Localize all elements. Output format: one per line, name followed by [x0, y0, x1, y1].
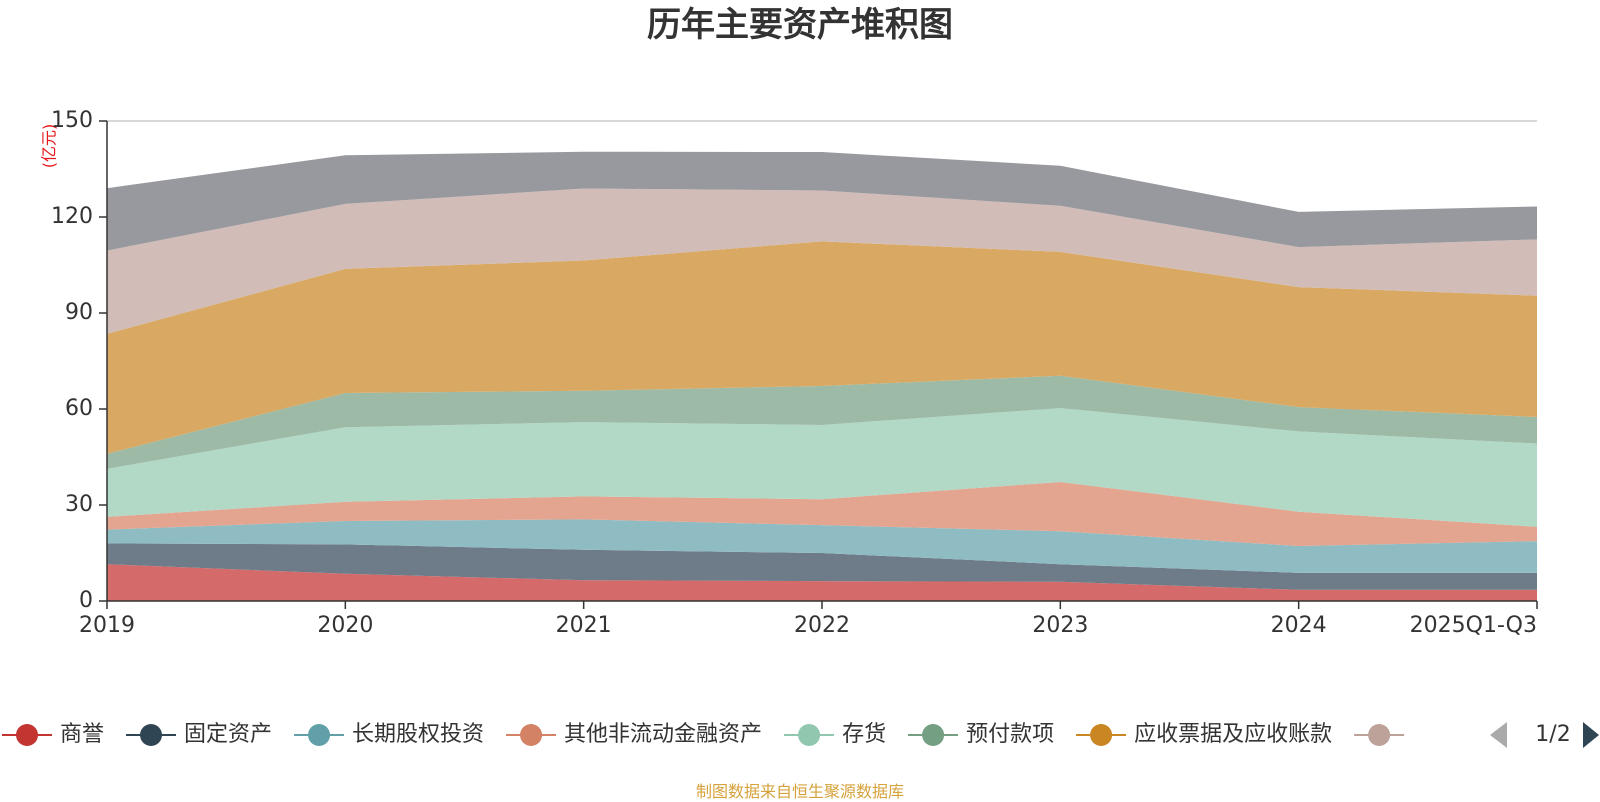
legend-item-6[interactable]: 预付款项 [908, 722, 1054, 747]
legend-circle-marker [1090, 724, 1113, 746]
legend-circle-marker [1368, 724, 1391, 746]
area-series-1[interactable] [107, 564, 1537, 601]
area-series-4[interactable] [107, 481, 1537, 546]
legend-label: 固定资产 [184, 722, 272, 747]
legend-page-indicator: 1/2 [1535, 722, 1570, 747]
area-series-6[interactable] [107, 375, 1537, 469]
legend-label: 应收票据及应收账款 [1134, 722, 1332, 747]
y-tick-label: 0 [79, 588, 93, 613]
legend-item-8[interactable] [1354, 724, 1405, 746]
y-axis-unit-label: (亿元) [40, 124, 59, 169]
y-tick-label: 120 [51, 204, 93, 229]
legend-circle-marker [520, 724, 543, 746]
prev-page-arrow-icon[interactable] [1490, 722, 1507, 748]
area-series-group [107, 151, 1537, 601]
area-series-8[interactable] [107, 188, 1537, 334]
y-tick-label: 150 [51, 108, 93, 133]
legend-label: 商誉 [60, 722, 104, 747]
legend-label: 存货 [842, 722, 886, 747]
legend-circle-marker [308, 724, 331, 746]
x-tick-label: 2020 [317, 613, 373, 638]
area-series-5[interactable] [107, 408, 1537, 527]
chart-title: 历年主要资产堆积图 [647, 5, 953, 45]
legend-circle-marker [798, 724, 821, 746]
legend-circle-marker [16, 724, 38, 746]
legend-item-3[interactable]: 长期股权投资 [294, 722, 484, 747]
legend-pager: 1/2 [1490, 722, 1599, 748]
axes: 0 30 60 90 120 150 2019 2020 2021 2022 2023 2024 202… [51, 108, 1538, 638]
y-tick-label: 90 [65, 300, 93, 325]
legend-label: 其他非流动金融资产 [564, 722, 762, 747]
y-tick-label: 60 [65, 396, 93, 421]
x-tick-label: 2022 [794, 613, 850, 638]
legend-item-4[interactable]: 其他非流动金融资产 [506, 722, 762, 747]
legend-circle-marker [140, 724, 163, 746]
x-tick-label: 2025Q1-Q3 [1410, 613, 1537, 638]
area-series-3[interactable] [107, 519, 1537, 573]
legend-label: 长期股权投资 [352, 722, 484, 747]
area-series-2[interactable] [107, 543, 1537, 590]
legend-item-5[interactable]: 存货 [784, 722, 886, 747]
legend-label: 预付款项 [966, 722, 1054, 747]
y-tick-label: 30 [65, 492, 93, 517]
legend-item-2[interactable]: 固定资产 [126, 722, 272, 747]
x-tick-label: 2024 [1271, 613, 1327, 638]
legend-circle-marker [922, 724, 945, 746]
legend-item-7[interactable]: 应收票据及应收账款 [1076, 722, 1332, 747]
legend-item-1[interactable]: 商誉 [2, 722, 104, 747]
area-series-9[interactable] [107, 151, 1537, 251]
legend: 商誉 固定资产 长期股权投资 其他非流动金融资产 存货 预付款项 应收票据及应收账款 1/2 [2, 722, 1599, 748]
area-series-7[interactable] [107, 241, 1537, 454]
x-tick-label: 2023 [1032, 613, 1088, 638]
source-note: 制图数据来自恒生聚源数据库 [695, 782, 904, 801]
x-tick-label: 2021 [556, 613, 612, 638]
next-page-arrow-icon[interactable] [1583, 722, 1599, 748]
x-tick-label: 2019 [79, 613, 135, 638]
